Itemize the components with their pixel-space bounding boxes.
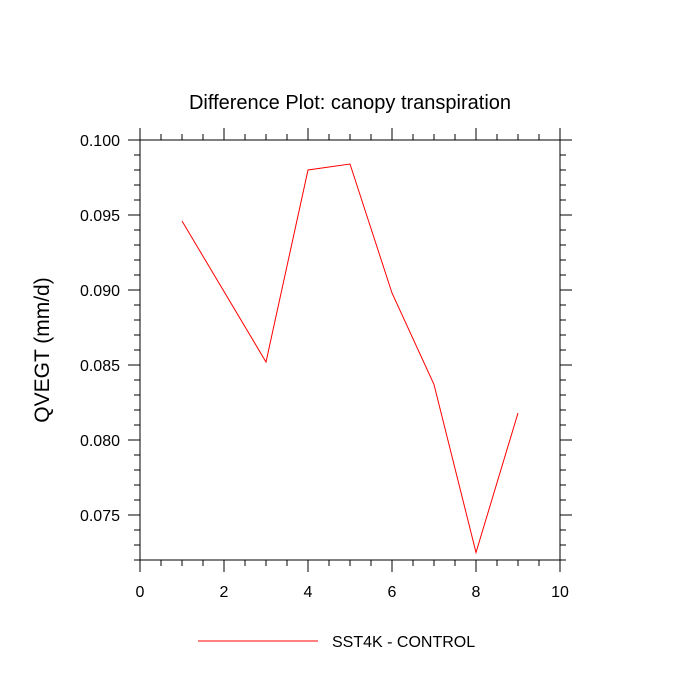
y-tick-label: 0.095	[80, 208, 120, 225]
y-tick-label: 0.090	[80, 283, 120, 300]
axis-ticks: 0 2 4 6 8 10 0.075 0.080 0.085 0.090 0.095 0.100	[80, 128, 572, 601]
legend: SST4K - CONTROL	[198, 634, 475, 651]
y-tick-label: 0.080	[80, 433, 120, 450]
x-tick-label: 6	[388, 584, 397, 601]
y-tick-label: 0.075	[80, 508, 120, 525]
x-tick-label: 8	[472, 584, 481, 601]
legend-label: SST4K - CONTROL	[332, 634, 475, 651]
y-tick-label: 0.100	[80, 133, 120, 150]
x-tick-label: 10	[551, 584, 569, 601]
chart-title: Difference Plot: canopy transpiration	[189, 92, 511, 114]
plot-frame	[139, 139, 561, 561]
x-tick-label: 0	[136, 584, 145, 601]
y-axis-label: QVEGT (mm/d)	[31, 277, 54, 422]
y-tick-label: 0.085	[80, 358, 120, 375]
series-layer	[181, 163, 519, 555]
x-tick-label: 4	[304, 584, 313, 601]
x-tick-label: 2	[220, 584, 229, 601]
series-line	[181, 163, 519, 555]
